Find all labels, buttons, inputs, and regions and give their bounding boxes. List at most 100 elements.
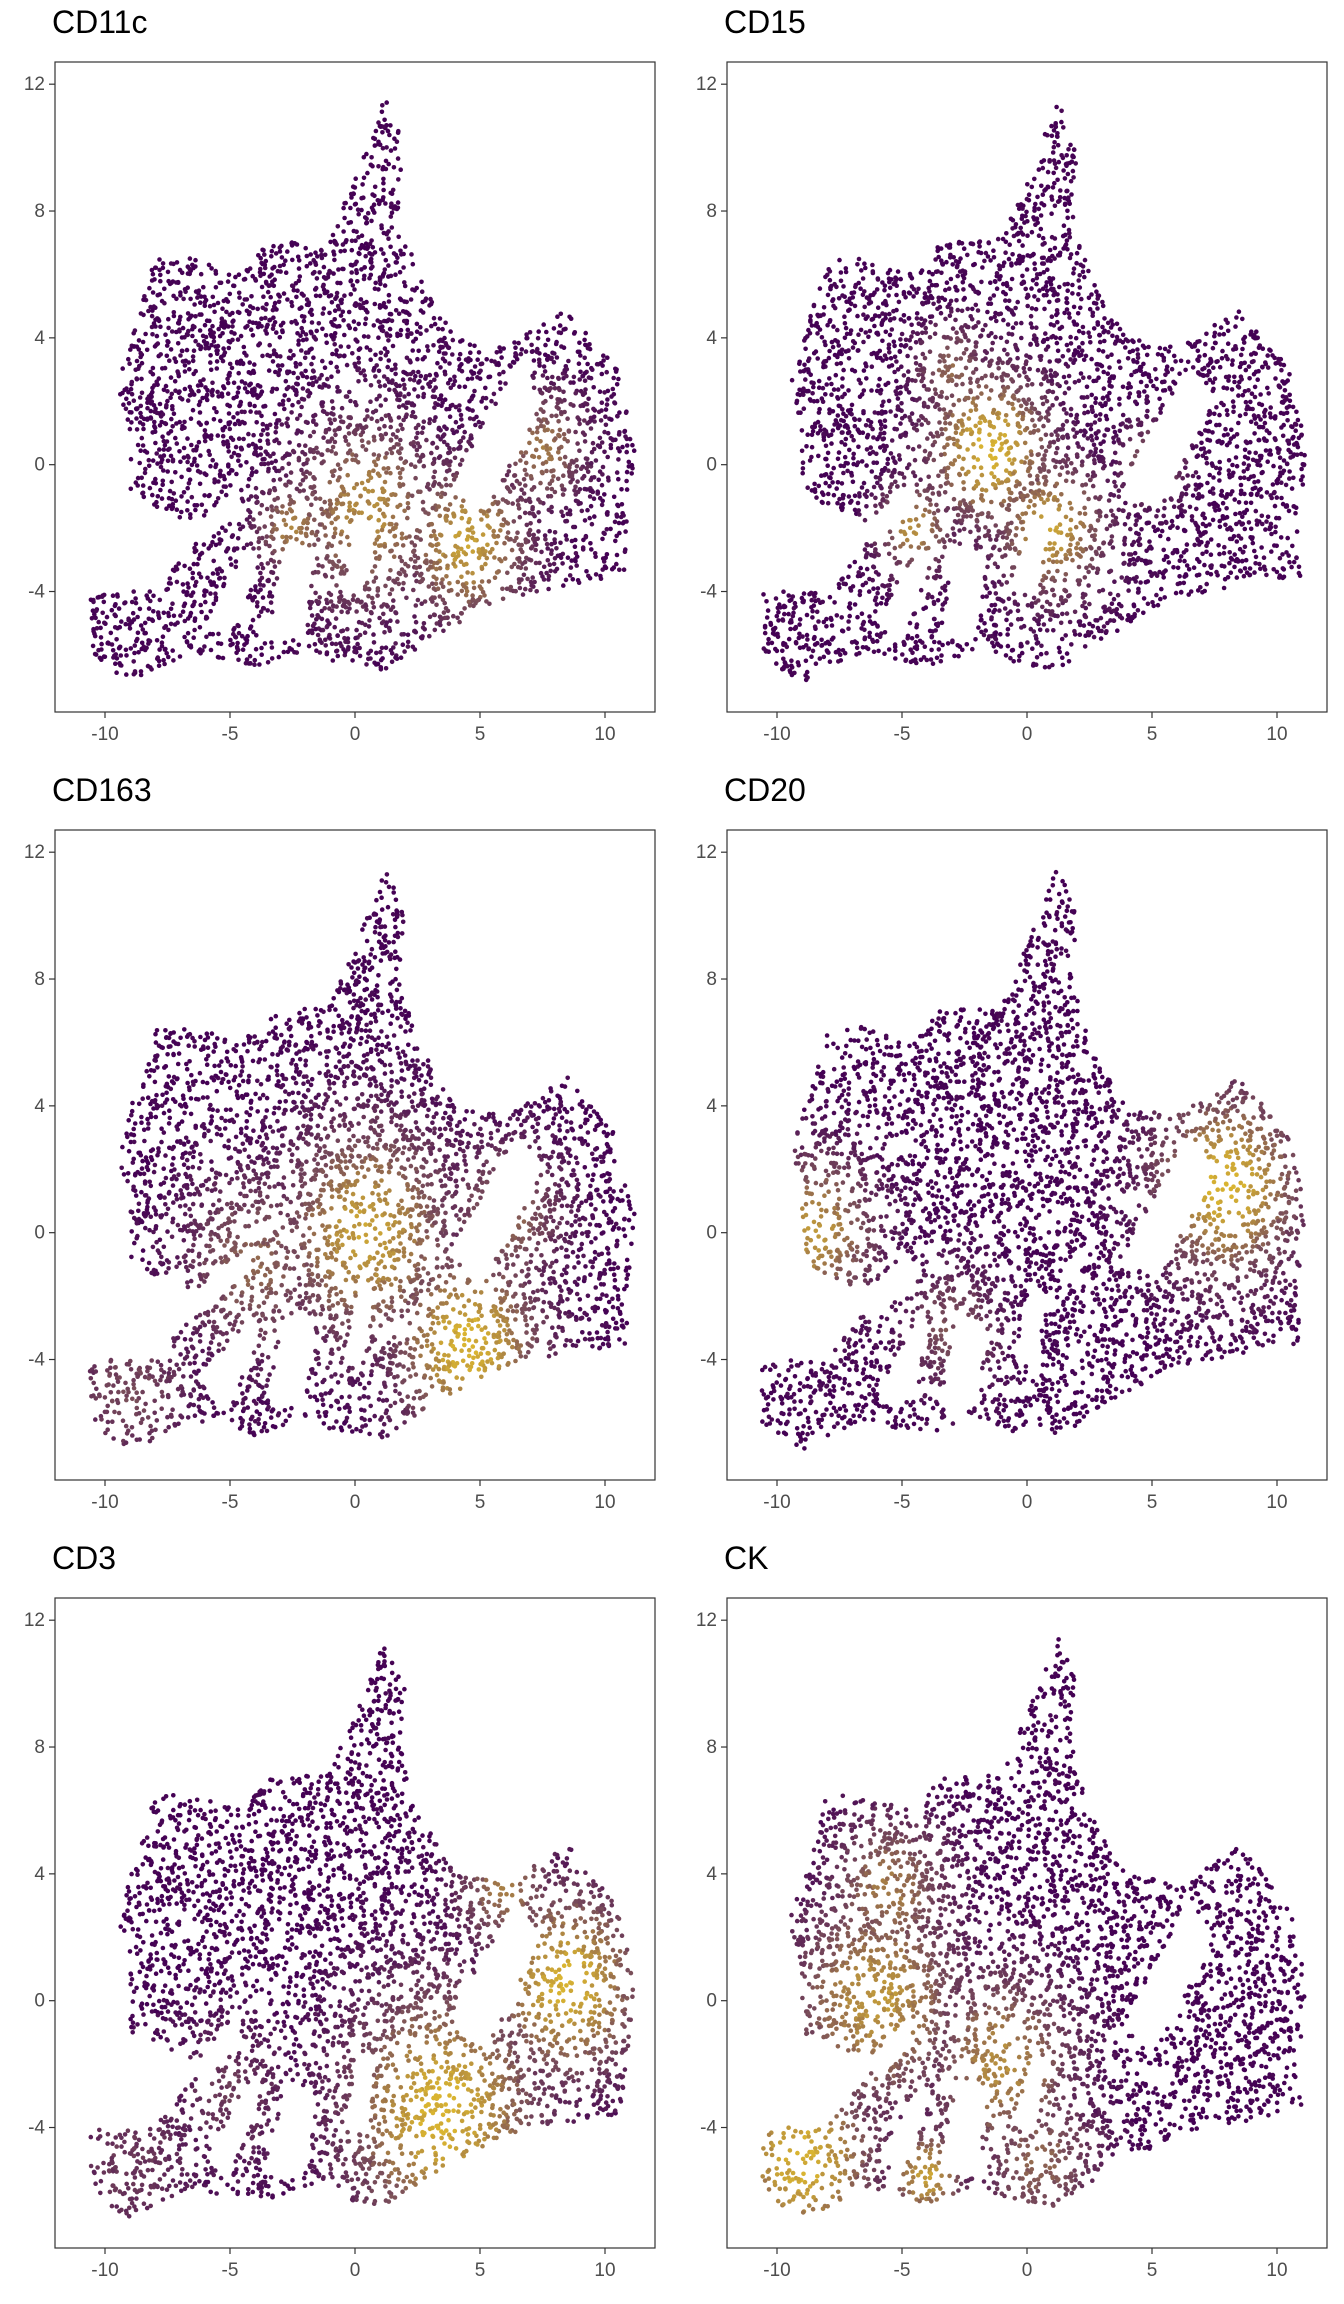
data-point xyxy=(513,588,518,594)
data-point xyxy=(301,293,306,298)
data-point xyxy=(346,415,352,420)
data-point xyxy=(395,619,400,624)
data-point xyxy=(535,335,541,341)
data-point xyxy=(150,290,156,295)
data-point xyxy=(1020,243,1025,248)
data-point xyxy=(463,551,469,557)
data-point xyxy=(616,476,621,482)
data-point xyxy=(380,486,385,492)
data-point xyxy=(1116,359,1122,364)
data-point xyxy=(547,528,552,534)
data-point xyxy=(1086,295,1092,301)
data-point xyxy=(254,420,259,425)
data-point xyxy=(499,355,504,360)
data-point xyxy=(357,423,363,428)
data-point xyxy=(334,497,340,503)
data-point xyxy=(519,497,525,502)
data-point xyxy=(266,283,272,289)
data-point xyxy=(547,456,552,462)
data-point xyxy=(362,245,368,251)
data-point xyxy=(326,590,332,596)
data-point xyxy=(898,342,904,348)
data-point xyxy=(816,385,822,391)
data-point xyxy=(949,393,955,399)
data-point xyxy=(370,488,376,494)
data-point xyxy=(591,496,597,502)
data-point xyxy=(160,265,166,271)
data-point xyxy=(511,360,517,365)
data-point xyxy=(345,647,351,652)
data-point xyxy=(1210,345,1216,351)
data-point xyxy=(230,337,235,343)
data-point xyxy=(283,378,289,384)
data-point xyxy=(202,300,208,305)
data-point xyxy=(487,601,492,607)
data-point xyxy=(573,558,578,564)
y-tick-label: 0 xyxy=(34,455,45,476)
data-point xyxy=(538,480,543,486)
data-point xyxy=(200,395,205,401)
data-point xyxy=(609,394,614,399)
data-point xyxy=(1103,413,1109,419)
data-point xyxy=(227,361,233,367)
data-point xyxy=(236,521,242,527)
data-point xyxy=(453,474,459,479)
data-point xyxy=(169,391,175,397)
data-point xyxy=(413,619,419,625)
data-point xyxy=(539,549,544,555)
data-point xyxy=(342,248,348,254)
data-point xyxy=(385,128,391,134)
data-point xyxy=(605,430,611,436)
data-point xyxy=(597,495,603,501)
data-point xyxy=(1032,503,1037,508)
data-point xyxy=(385,376,390,382)
data-point xyxy=(415,535,420,540)
data-point xyxy=(254,529,260,535)
data-point xyxy=(542,533,548,538)
data-point xyxy=(559,410,564,415)
data-point xyxy=(292,649,297,655)
data-point xyxy=(246,431,251,437)
data-point xyxy=(226,449,231,454)
data-point xyxy=(550,374,555,380)
data-point xyxy=(457,351,463,357)
data-point xyxy=(211,339,217,344)
data-point xyxy=(397,554,403,560)
data-point xyxy=(603,414,608,420)
data-point xyxy=(630,442,635,448)
data-point xyxy=(159,643,165,649)
data-point xyxy=(333,352,339,357)
data-point xyxy=(137,395,143,400)
data-point xyxy=(353,635,358,641)
data-point xyxy=(372,438,377,443)
data-point xyxy=(342,215,347,221)
data-point xyxy=(437,513,443,519)
data-point xyxy=(369,218,374,224)
data-point xyxy=(196,342,201,348)
data-point xyxy=(399,252,404,257)
data-point xyxy=(415,356,420,362)
data-point xyxy=(1052,180,1057,186)
data-point xyxy=(572,488,577,493)
data-point xyxy=(300,478,306,483)
data-point xyxy=(416,348,422,354)
data-point xyxy=(126,356,131,362)
data-point xyxy=(191,561,197,567)
data-point xyxy=(305,388,310,394)
data-point xyxy=(140,422,146,427)
data-point xyxy=(423,296,429,302)
data-point xyxy=(140,490,146,496)
data-point xyxy=(259,284,265,290)
data-point xyxy=(985,309,990,315)
data-point xyxy=(521,453,526,459)
data-point xyxy=(191,348,197,354)
data-point xyxy=(1101,624,1107,629)
data-point xyxy=(546,451,551,456)
data-point xyxy=(474,414,479,420)
data-point xyxy=(345,450,351,456)
data-point xyxy=(451,561,456,566)
data-point xyxy=(591,475,597,480)
data-point xyxy=(555,314,560,320)
data-point xyxy=(315,632,321,638)
data-point xyxy=(470,549,476,554)
